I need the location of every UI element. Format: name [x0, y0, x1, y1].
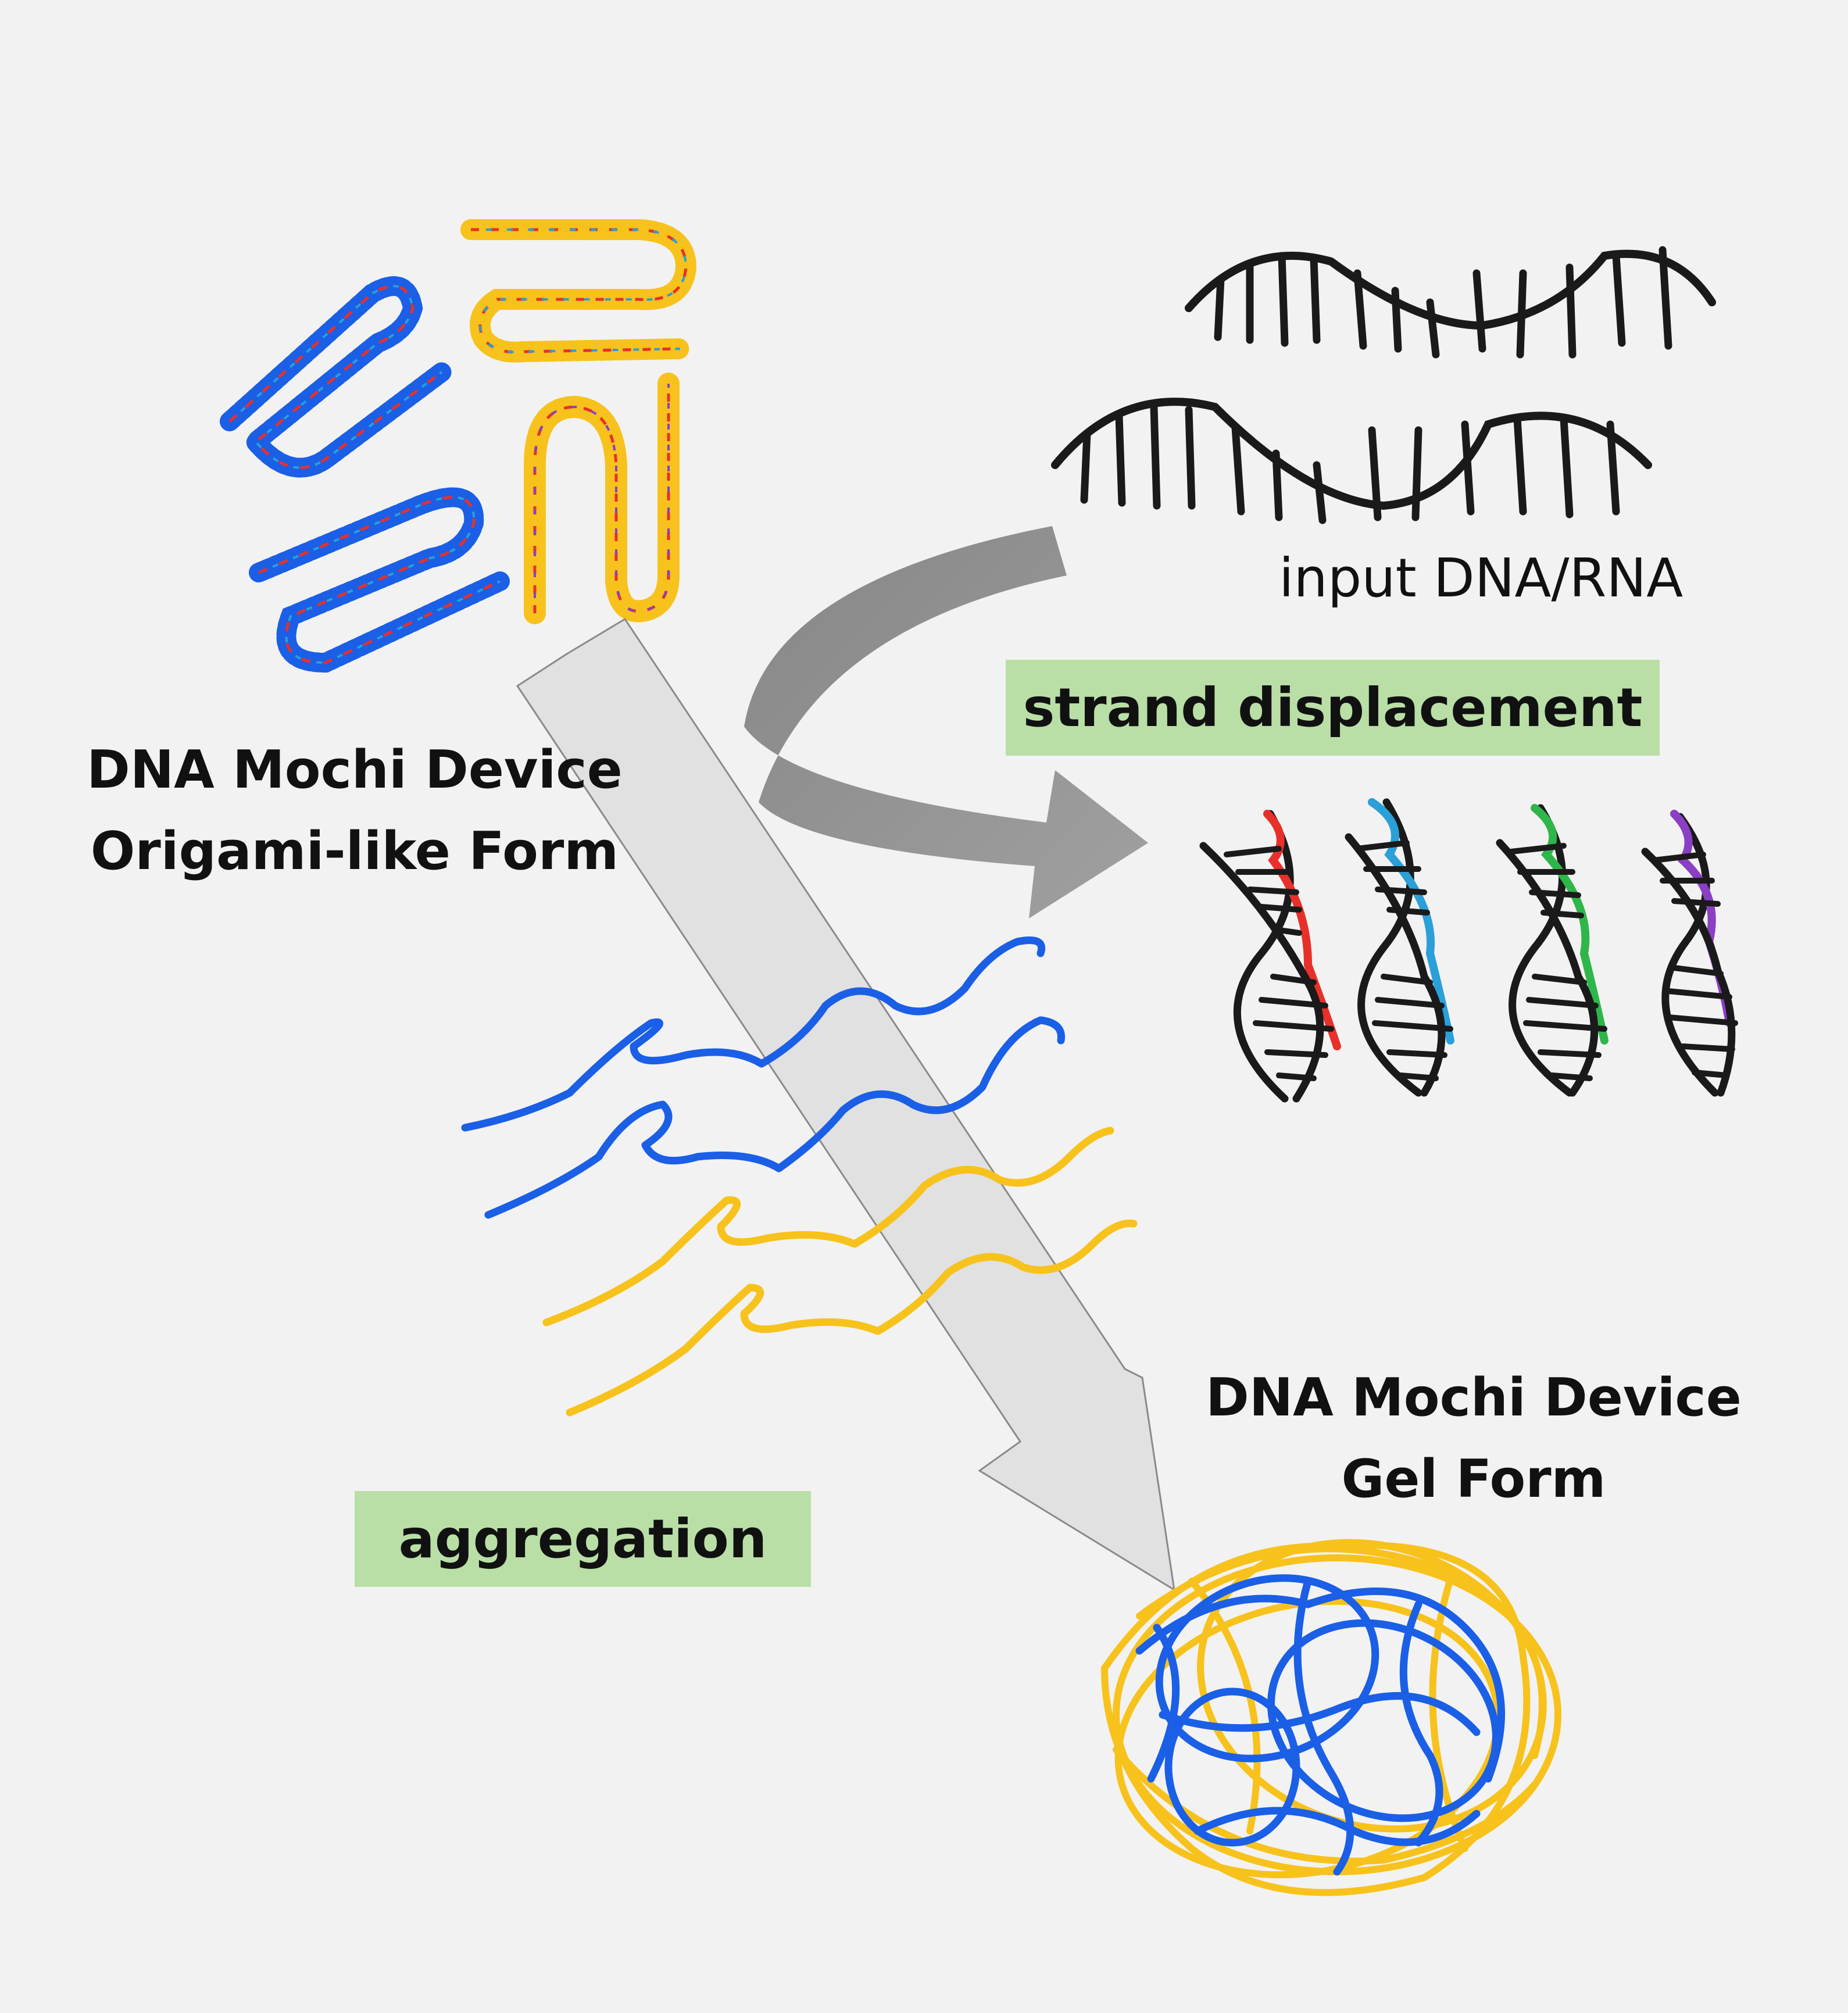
- input-helix-1: [1185, 246, 1716, 359]
- released-helix-green: [1496, 804, 1608, 1097]
- blue-origami-lower: [249, 487, 510, 673]
- origami-structures: [220, 219, 697, 673]
- released-helix-purple: [1641, 810, 1738, 1097]
- blue-strand-1: [461, 936, 1045, 1132]
- yellow-origami-lower: [524, 373, 680, 624]
- yellow-strand-2: [566, 1219, 1138, 1417]
- blue-origami-upper: [220, 276, 452, 478]
- released-helix-blue: [1345, 798, 1454, 1097]
- origami-form-label-line1: DNA Mochi Device: [87, 739, 623, 800]
- blue-strand-2: [484, 1016, 1066, 1219]
- gel-form-label: DNA Mochi Device Gel Form: [1192, 1357, 1756, 1520]
- yellow-origami-upper: [460, 219, 697, 363]
- input-helix-2: [1051, 398, 1652, 524]
- aggregation-label: aggregation: [398, 1508, 767, 1570]
- gel-tangle: [1101, 1539, 1561, 1896]
- strand-displacement-arrow: [744, 526, 1148, 918]
- released-helix-red: [1199, 810, 1341, 1103]
- gel-form-label-line2: Gel Form: [1341, 1449, 1606, 1510]
- strand-displacement-label: strand displacement: [1023, 677, 1643, 739]
- input-dna-rna-label: input DNA/RNA: [1279, 547, 1683, 609]
- origami-form-label: DNA Mochi Device Origami-like Form: [76, 730, 634, 892]
- strand-displacement-tag: strand displacement: [1006, 660, 1660, 756]
- yellow-strand-1: [542, 1127, 1114, 1326]
- aggregation-tag: aggregation: [355, 1491, 811, 1587]
- origami-form-label-line2: Origami-like Form: [90, 821, 619, 882]
- released-helices: [1199, 798, 1738, 1103]
- gel-form-label-line1: DNA Mochi Device: [1206, 1367, 1742, 1428]
- free-strands: [461, 936, 1138, 1417]
